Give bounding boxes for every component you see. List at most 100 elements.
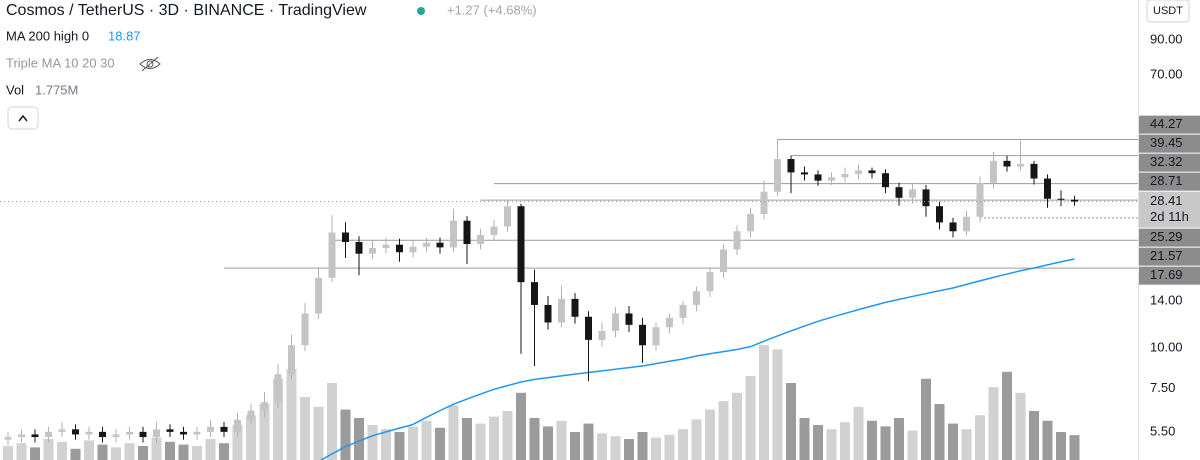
candle-body: [504, 206, 511, 227]
candle-body: [180, 431, 187, 435]
candle-body: [679, 304, 687, 318]
ma-value: 18.87: [108, 28, 141, 43]
volume-bar: [1029, 411, 1039, 460]
visibility-icon[interactable]: [139, 56, 161, 72]
candle-body: [963, 216, 970, 232]
candle-body: [990, 160, 997, 183]
volume-bar: [718, 401, 729, 460]
candle-body: [922, 189, 930, 207]
countdown: 2d 11h: [1150, 209, 1189, 224]
candle-body: [193, 431, 201, 435]
candle-body: [585, 316, 592, 340]
level-label: 25.29: [1150, 229, 1183, 244]
candle-body: [72, 429, 79, 435]
candle-body: [261, 402, 268, 411]
volume-bar: [1069, 435, 1080, 460]
candle-body: [234, 419, 241, 432]
volume-bar: [570, 432, 580, 460]
candle-body: [31, 434, 39, 438]
volume-bar: [327, 383, 337, 460]
volume-bar: [759, 345, 769, 460]
volume-bar: [745, 376, 756, 460]
volume-bar: [637, 432, 648, 460]
volume-bar: [934, 404, 945, 460]
volume-bar: [813, 425, 823, 460]
volume-bar: [772, 349, 783, 460]
candle-body: [139, 431, 147, 438]
volume-bar: [961, 429, 972, 460]
candle-body: [423, 242, 430, 247]
volume-bar: [1056, 432, 1066, 460]
volume-bar: [1042, 420, 1053, 460]
volume-bar: [84, 440, 94, 460]
volume-bar: [3, 446, 13, 460]
currency: USDT: [1153, 5, 1183, 17]
candle-body: [288, 345, 295, 375]
volume-bar: [16, 443, 27, 460]
volume-bar: [192, 446, 202, 460]
volume-bar: [475, 423, 486, 460]
candle-body: [909, 189, 916, 198]
volume-bar: [853, 406, 864, 460]
candle-body: [328, 232, 336, 278]
candle-body: [747, 214, 754, 232]
collapse-legend-button[interactable]: [7, 106, 39, 130]
volume-bar: [408, 426, 418, 460]
candle-body: [166, 429, 174, 432]
candle-body: [868, 170, 876, 174]
y-tick-label: 10.00: [1150, 339, 1183, 354]
volume-bar: [111, 447, 121, 460]
candle-body: [490, 226, 498, 235]
candle-body: [612, 313, 619, 331]
volume-bar: [894, 418, 904, 460]
candle-body: [436, 242, 444, 248]
volume-bar: [610, 436, 621, 460]
volume-bar: [975, 415, 985, 460]
candle-body: [828, 177, 835, 181]
level-label-box: [1139, 153, 1200, 172]
volume-bar: [70, 448, 81, 460]
volume-bar: [124, 443, 135, 460]
volume-bar: [30, 447, 40, 460]
candle-body: [1044, 178, 1051, 199]
volume-bar: [948, 423, 958, 460]
candle-body: [1057, 198, 1065, 200]
candle-body: [58, 429, 66, 432]
candle-body: [760, 191, 768, 215]
volume-bar: [354, 418, 364, 460]
candle-body: [85, 431, 93, 435]
candle-body: [841, 174, 849, 178]
candle-body: [45, 431, 52, 438]
currency-button[interactable]: [1146, 0, 1190, 23]
volume-bar: [799, 418, 810, 460]
candle-body: [409, 246, 417, 253]
volume-bar: [286, 369, 297, 460]
candle-body: [477, 234, 484, 245]
volume-bar: [691, 419, 702, 460]
candle-body: [1003, 160, 1011, 167]
volume-bar: [381, 429, 391, 460]
candle-body: [706, 272, 714, 292]
volume-bar: [259, 404, 270, 460]
candle-body: [774, 159, 781, 192]
volume-bar: [232, 425, 243, 460]
market-status: [417, 7, 425, 15]
candle-body: [463, 220, 471, 245]
y-tick-label: 14.00: [1150, 292, 1183, 307]
volume-bar: [786, 383, 796, 460]
y-tick-label: 7.50: [1150, 380, 1175, 395]
volume-bar: [435, 427, 445, 460]
level-label: 21.57: [1150, 248, 1183, 263]
volume-bar: [138, 446, 148, 460]
candle-body: [571, 298, 579, 317]
chevron-icon: [18, 114, 28, 122]
candle-body: [153, 429, 160, 438]
volume-bar: [205, 439, 216, 460]
candle-body: [882, 173, 889, 188]
level-label: 39.45: [1150, 135, 1183, 150]
candle-body: [720, 249, 727, 273]
candle-body: [220, 426, 228, 432]
candle-body: [639, 324, 646, 346]
candle-body: [274, 374, 282, 403]
candle-body: [301, 313, 309, 346]
